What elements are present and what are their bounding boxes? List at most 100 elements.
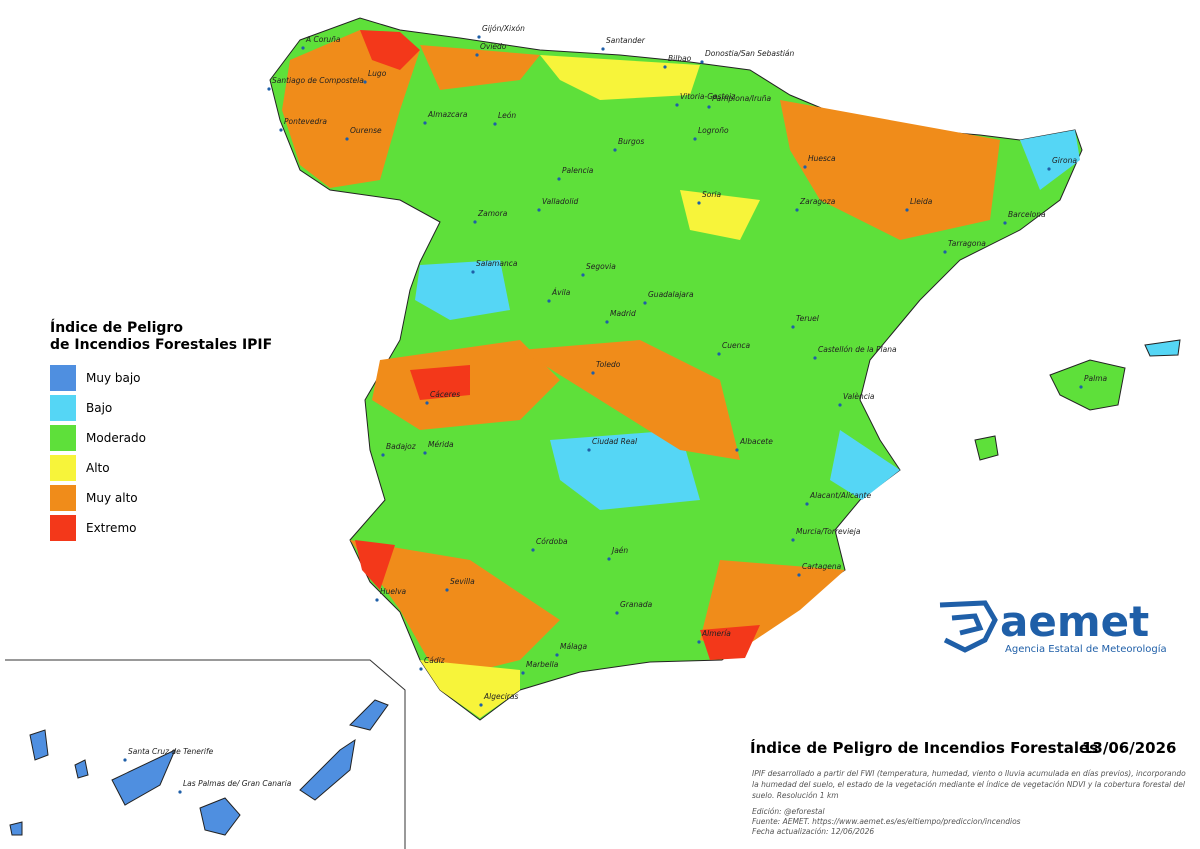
city-label: Lugo bbox=[368, 69, 387, 78]
footer-date: 13/06/2026 bbox=[1082, 739, 1176, 757]
zone-extremo bbox=[360, 30, 420, 70]
city-label: Bilbao bbox=[668, 54, 692, 63]
city-dot bbox=[607, 557, 611, 561]
logo-icon bbox=[939, 600, 998, 653]
city-label: Teruel bbox=[796, 314, 820, 323]
city-dot bbox=[557, 177, 561, 181]
legend-label: Extremo bbox=[86, 521, 136, 535]
city-label: Ávila bbox=[551, 288, 571, 297]
footer-description: IPIF desarrollado a partir del FWI (temp… bbox=[752, 769, 1186, 778]
city-label: Santander bbox=[606, 36, 646, 45]
island bbox=[9, 821, 23, 836]
city-label: Barcelona bbox=[1008, 210, 1046, 219]
city-label: Las Palmas de/ Gran Canaria bbox=[183, 779, 292, 788]
island bbox=[349, 699, 389, 731]
city-label: A Coruña bbox=[305, 35, 341, 44]
legend-label: Moderado bbox=[86, 431, 146, 445]
city-label: Girona bbox=[1052, 156, 1077, 165]
city-label: Marbella bbox=[526, 660, 559, 669]
city-dot bbox=[700, 60, 704, 64]
city-label: Mérida bbox=[428, 440, 454, 449]
balearic-islands bbox=[974, 339, 1181, 461]
legend-swatch bbox=[50, 425, 76, 451]
city-dot bbox=[717, 352, 721, 356]
city-label: Ciudad Real bbox=[592, 437, 638, 446]
city-dot bbox=[838, 403, 842, 407]
city-label: Gijón/Xixón bbox=[482, 24, 525, 33]
footer: Índice de Peligro de Incendios Forestale… bbox=[750, 738, 1186, 836]
city-dot bbox=[445, 588, 449, 592]
city-dot bbox=[581, 273, 585, 277]
city-label: Albacete bbox=[739, 437, 773, 446]
city-label: Madrid bbox=[610, 309, 636, 318]
city-label: Palma bbox=[1084, 374, 1108, 383]
city-label: Huelva bbox=[380, 587, 407, 596]
zone-extremo bbox=[355, 540, 395, 590]
footer-source: Fuente: AEMET. https://www.aemet.es/es/e… bbox=[752, 817, 1021, 826]
zone-alto bbox=[420, 660, 520, 718]
logo-name: aemet bbox=[1000, 597, 1149, 646]
zone-bajo bbox=[1020, 130, 1080, 190]
legend-swatch bbox=[50, 455, 76, 481]
city-label: Almería bbox=[701, 629, 731, 638]
city-label: Cartagena bbox=[802, 562, 842, 571]
city-label: Salamanca bbox=[476, 259, 518, 268]
island bbox=[74, 759, 89, 779]
city-label: Logroño bbox=[698, 126, 729, 135]
legend-label: Bajo bbox=[86, 401, 112, 415]
zone-extremo bbox=[700, 625, 760, 660]
city-dot bbox=[795, 208, 799, 212]
city-dot bbox=[1003, 221, 1007, 225]
city-label: Pamplona/Iruña bbox=[712, 94, 772, 103]
city-label: Cuenca bbox=[722, 341, 750, 350]
zone-extremo bbox=[410, 365, 470, 400]
city-label: Badajoz bbox=[386, 442, 417, 451]
city-dot bbox=[471, 270, 475, 274]
city-dot bbox=[813, 356, 817, 360]
footer-updated: Fecha actualización: 12/06/2026 bbox=[752, 827, 874, 836]
city-label: Cádiz bbox=[424, 656, 446, 665]
legend-label: Alto bbox=[86, 461, 110, 475]
city-dot bbox=[537, 208, 541, 212]
inset-frame bbox=[5, 659, 406, 849]
city-dot bbox=[178, 790, 182, 794]
city-label: Santiago de Compostela bbox=[272, 76, 364, 85]
city-dot bbox=[613, 148, 617, 152]
city-label: Cáceres bbox=[430, 390, 460, 399]
city-label: Huesca bbox=[808, 154, 836, 163]
city-dot bbox=[791, 538, 795, 542]
city-label: Oviedo bbox=[480, 42, 507, 51]
peninsula bbox=[269, 17, 1083, 721]
city-dot bbox=[803, 165, 807, 169]
city-label: Almazcara bbox=[427, 110, 468, 119]
city-dot bbox=[605, 320, 609, 324]
city-label: Castellón de la Plana bbox=[818, 345, 897, 354]
city-dot bbox=[479, 703, 483, 707]
city-dot bbox=[797, 573, 801, 577]
legend-title: Índice de Peligro bbox=[50, 319, 183, 336]
city-label: Alacant/Alicante bbox=[809, 491, 871, 500]
legend-swatch bbox=[50, 365, 76, 391]
city-label: Soria bbox=[702, 190, 722, 199]
footer-title: Índice de Peligro de Incendios Forestale… bbox=[750, 738, 1098, 757]
city-dot bbox=[1079, 385, 1083, 389]
city-dot bbox=[345, 137, 349, 141]
city-dot bbox=[697, 640, 701, 644]
city-label: Vitoria-Gasteiz bbox=[680, 92, 736, 101]
city-dot bbox=[643, 301, 647, 305]
city-label: Zamora bbox=[477, 209, 508, 218]
city-dot bbox=[425, 401, 429, 405]
city-dot bbox=[301, 46, 305, 50]
city-dot bbox=[707, 105, 711, 109]
city-dot bbox=[663, 65, 667, 69]
logo: aemet Agencia Estatal de Meteorología bbox=[939, 597, 1167, 655]
city-dot bbox=[547, 299, 551, 303]
city-dot bbox=[697, 201, 701, 205]
city-dot bbox=[423, 451, 427, 455]
city-label: Granada bbox=[620, 600, 653, 609]
city-label: Burgos bbox=[618, 137, 644, 146]
footer-description: suelo. Resolución 1 km bbox=[752, 791, 839, 800]
city-dot bbox=[791, 325, 795, 329]
